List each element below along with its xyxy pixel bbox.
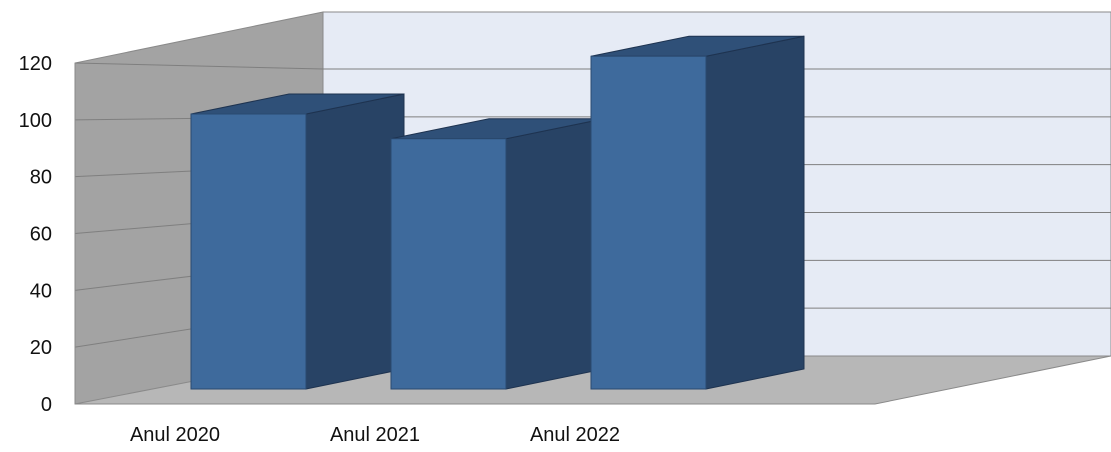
bars xyxy=(190,35,805,390)
x-axis: Anul 2020 Anul 2021 Anul 2022 xyxy=(130,424,620,446)
x-tick-label: Anul 2022 xyxy=(530,424,620,446)
y-tick-label: 20 xyxy=(30,337,52,359)
bar-side xyxy=(505,118,605,390)
y-tick-label: 100 xyxy=(19,110,52,132)
bar-side xyxy=(705,35,805,390)
bar-front xyxy=(590,55,707,390)
y-tick-label: 80 xyxy=(30,167,52,189)
y-tick-label: 40 xyxy=(30,280,52,302)
bar-front xyxy=(390,138,507,390)
bar xyxy=(190,93,405,390)
bar xyxy=(590,35,805,390)
y-tick-label: 120 xyxy=(19,53,52,75)
bar-side xyxy=(305,93,405,390)
y-axis: 0 20 40 60 80 100 120 xyxy=(19,53,76,416)
side-gridline xyxy=(74,62,324,70)
x-tick-label: Anul 2021 xyxy=(330,424,420,446)
bar xyxy=(390,118,605,390)
y-tick-label: 60 xyxy=(30,224,52,246)
x-tick-label: Anul 2020 xyxy=(130,424,220,446)
bar-front xyxy=(190,113,307,390)
y-tick-label: 0 xyxy=(41,394,52,416)
